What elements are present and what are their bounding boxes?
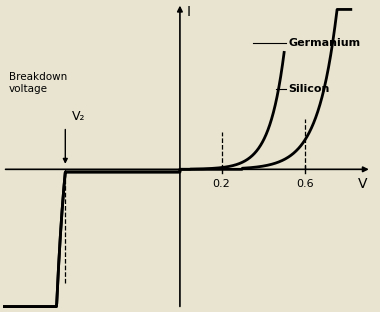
Text: I: I <box>186 5 190 19</box>
Text: V: V <box>358 177 367 191</box>
Text: 0.2: 0.2 <box>213 179 231 189</box>
Text: Germanium: Germanium <box>288 38 360 48</box>
Text: Silicon: Silicon <box>288 84 330 95</box>
Text: V₂: V₂ <box>71 110 85 123</box>
Text: Breakdown
voltage: Breakdown voltage <box>9 72 67 94</box>
Text: 0.6: 0.6 <box>296 179 314 189</box>
